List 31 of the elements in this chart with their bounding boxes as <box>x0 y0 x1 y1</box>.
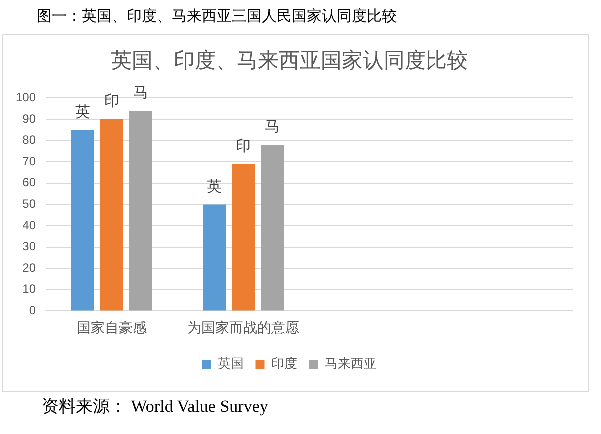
bar <box>203 204 226 311</box>
y-tick-label: 0 <box>29 304 36 318</box>
y-tick-label: 70 <box>22 154 36 168</box>
chart-title: 英国、印度、马来西亚国家认同度比较 <box>111 49 468 72</box>
bar <box>129 110 152 311</box>
y-tick-label: 20 <box>22 260 36 275</box>
text: 资料来源： World Value Survey <box>42 396 268 418</box>
bar <box>100 120 124 311</box>
data-label: 马 <box>133 84 148 102</box>
data-label: 印 <box>236 138 252 155</box>
y-tick-label: 10 <box>22 282 36 296</box>
bar <box>232 164 256 311</box>
legend-label: 印度 <box>271 356 298 372</box>
chart-subtitle: 图一：英国、印度、马来西亚三国人民国家认同度比较 <box>37 7 397 27</box>
y-tick-label: 90 <box>22 112 36 126</box>
data-label: 印 <box>104 93 120 110</box>
data-label: 英 <box>75 104 90 121</box>
x-tick-label: 国家自豪感 <box>76 319 147 336</box>
bar <box>261 145 284 311</box>
y-tick-label: 100 <box>16 90 36 105</box>
x-tick-label: 为国家而战的意愿 <box>188 319 300 336</box>
legend-label: 马来西亚 <box>324 356 377 372</box>
data-label: 马 <box>265 118 280 136</box>
bar <box>71 130 94 311</box>
y-tick-label: 40 <box>22 218 36 232</box>
y-tick-label: 80 <box>22 133 36 148</box>
y-tick-label: 60 <box>22 176 36 190</box>
y-tick-label: 50 <box>22 197 36 212</box>
y-tick-label: 30 <box>22 240 36 254</box>
legend-label: 英国 <box>218 356 244 372</box>
data-label: 英 <box>207 178 222 196</box>
